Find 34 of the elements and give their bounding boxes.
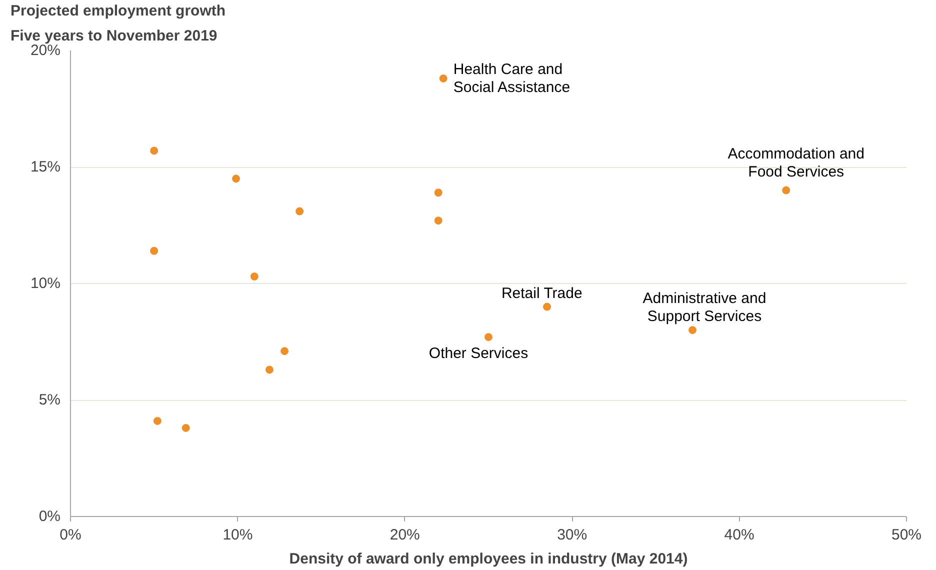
point bbox=[434, 188, 442, 197]
point bbox=[434, 216, 442, 225]
annotation: Retail Trade bbox=[501, 284, 582, 302]
x-tick-label: 30% bbox=[557, 526, 588, 544]
annotation: Accommodation and Food Services bbox=[728, 145, 864, 180]
point bbox=[153, 416, 162, 425]
x-tick-label: 20% bbox=[390, 526, 420, 544]
x-tick-label: 50% bbox=[891, 526, 922, 544]
y-tick-label: 10% bbox=[30, 275, 61, 292]
annotation: Other Services bbox=[428, 345, 528, 362]
y-tick-label: 0% bbox=[38, 508, 61, 525]
chart-subtitle: Five years to November 2019 bbox=[10, 28, 218, 44]
point bbox=[250, 272, 258, 281]
x-axis-title: Density of award only employees in industry (May 2014) bbox=[289, 550, 688, 568]
x-tick-label: 10% bbox=[222, 526, 253, 544]
point bbox=[150, 246, 158, 255]
point bbox=[543, 302, 552, 311]
y-tick-label: 5% bbox=[38, 392, 61, 408]
y-tick-label: 15% bbox=[30, 158, 61, 176]
point bbox=[688, 326, 696, 334]
point bbox=[265, 366, 274, 374]
point bbox=[232, 174, 240, 183]
point bbox=[439, 74, 448, 82]
point bbox=[484, 333, 492, 342]
point bbox=[182, 424, 190, 432]
point bbox=[782, 186, 790, 194]
point bbox=[280, 347, 289, 356]
point bbox=[296, 207, 304, 216]
x-tick-label: 0% bbox=[60, 526, 82, 544]
annotation: Health Care and Social Assistance bbox=[453, 60, 570, 96]
point bbox=[150, 146, 158, 155]
chart-title: Projected employment growth bbox=[10, 2, 226, 20]
annotation: Administrative and Support Services bbox=[642, 290, 766, 326]
x-tick-label: 40% bbox=[724, 526, 754, 544]
